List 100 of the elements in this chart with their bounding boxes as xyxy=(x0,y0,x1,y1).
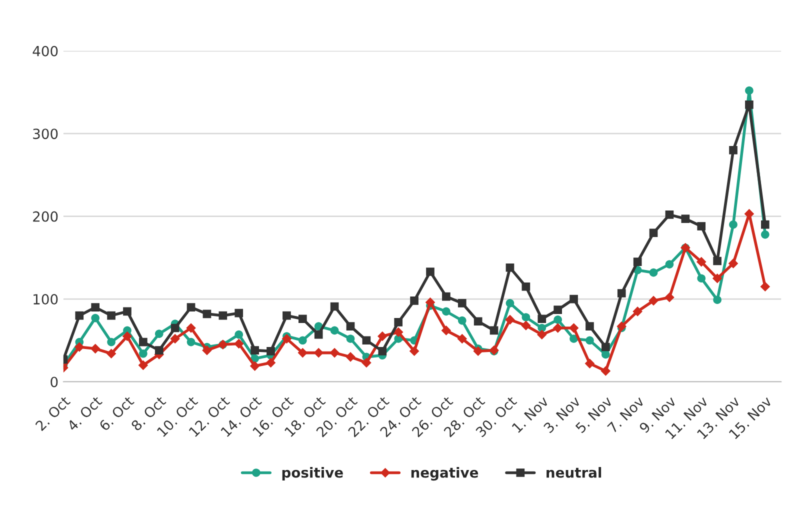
point xyxy=(330,326,339,335)
point xyxy=(586,336,594,345)
point xyxy=(522,313,530,322)
point xyxy=(74,342,84,352)
point xyxy=(377,331,388,342)
point xyxy=(554,316,562,324)
point xyxy=(154,330,164,338)
point xyxy=(282,334,292,344)
point xyxy=(122,331,132,342)
point xyxy=(538,314,546,324)
point xyxy=(712,273,722,284)
point xyxy=(90,344,100,354)
point xyxy=(586,322,594,330)
point xyxy=(729,220,738,229)
point xyxy=(170,334,180,344)
point xyxy=(362,358,372,368)
point xyxy=(633,258,642,266)
point xyxy=(186,303,196,312)
point xyxy=(346,334,355,343)
point xyxy=(602,342,610,352)
point xyxy=(570,334,578,343)
point xyxy=(713,296,722,304)
x-tick-label: 2. Oct xyxy=(34,395,71,432)
point xyxy=(106,348,116,359)
point xyxy=(378,346,387,356)
point xyxy=(745,100,754,109)
point xyxy=(107,311,116,320)
point xyxy=(600,366,611,376)
point xyxy=(410,296,418,305)
point xyxy=(393,327,404,338)
point xyxy=(506,299,514,308)
point xyxy=(696,256,706,267)
point xyxy=(218,311,228,320)
point xyxy=(442,292,450,301)
point xyxy=(681,214,690,223)
point xyxy=(394,318,403,326)
point xyxy=(458,316,466,325)
point xyxy=(665,260,674,268)
point xyxy=(554,306,562,314)
point xyxy=(250,346,259,354)
point xyxy=(458,299,466,308)
legend-label: neutral xyxy=(546,467,602,478)
point xyxy=(250,361,260,371)
point xyxy=(665,210,674,219)
point xyxy=(186,338,196,346)
point xyxy=(186,323,196,333)
point xyxy=(170,324,180,332)
point xyxy=(649,228,658,238)
point xyxy=(584,358,595,368)
point xyxy=(760,282,770,292)
point xyxy=(602,350,610,359)
point xyxy=(298,336,307,345)
point xyxy=(330,302,339,311)
point xyxy=(729,146,738,154)
point xyxy=(409,346,420,356)
point xyxy=(648,296,658,306)
point xyxy=(490,326,498,335)
point xyxy=(552,323,563,333)
legend-label: positive xyxy=(282,467,343,480)
point xyxy=(505,314,515,325)
point xyxy=(745,86,754,95)
point xyxy=(234,330,244,339)
point xyxy=(362,336,371,345)
point xyxy=(202,345,212,356)
point xyxy=(649,268,658,277)
point xyxy=(442,307,450,316)
point xyxy=(139,338,148,346)
point xyxy=(314,330,323,339)
point xyxy=(154,346,164,354)
point xyxy=(425,297,436,308)
point xyxy=(202,310,212,318)
point xyxy=(664,292,674,302)
legend-label: negative xyxy=(411,467,478,481)
point xyxy=(522,282,530,291)
point xyxy=(91,314,100,322)
point xyxy=(346,352,356,362)
point xyxy=(123,307,132,316)
point xyxy=(473,346,483,356)
point xyxy=(506,263,514,272)
point xyxy=(760,220,770,229)
point xyxy=(266,358,276,368)
y-tick-label: 300 xyxy=(33,128,58,140)
point xyxy=(266,346,275,356)
y-tick-label: 100 xyxy=(34,294,58,305)
point xyxy=(234,338,244,349)
point xyxy=(75,311,84,320)
point xyxy=(632,306,642,316)
point xyxy=(107,338,116,346)
point xyxy=(138,360,148,370)
point xyxy=(521,320,531,330)
point xyxy=(139,349,148,358)
point xyxy=(282,311,291,320)
point xyxy=(298,314,307,324)
point xyxy=(298,348,308,358)
point xyxy=(617,289,626,298)
point xyxy=(441,326,452,336)
point xyxy=(728,258,738,268)
point xyxy=(568,323,579,333)
y-tick-label: 200 xyxy=(33,211,58,222)
point xyxy=(713,256,722,266)
